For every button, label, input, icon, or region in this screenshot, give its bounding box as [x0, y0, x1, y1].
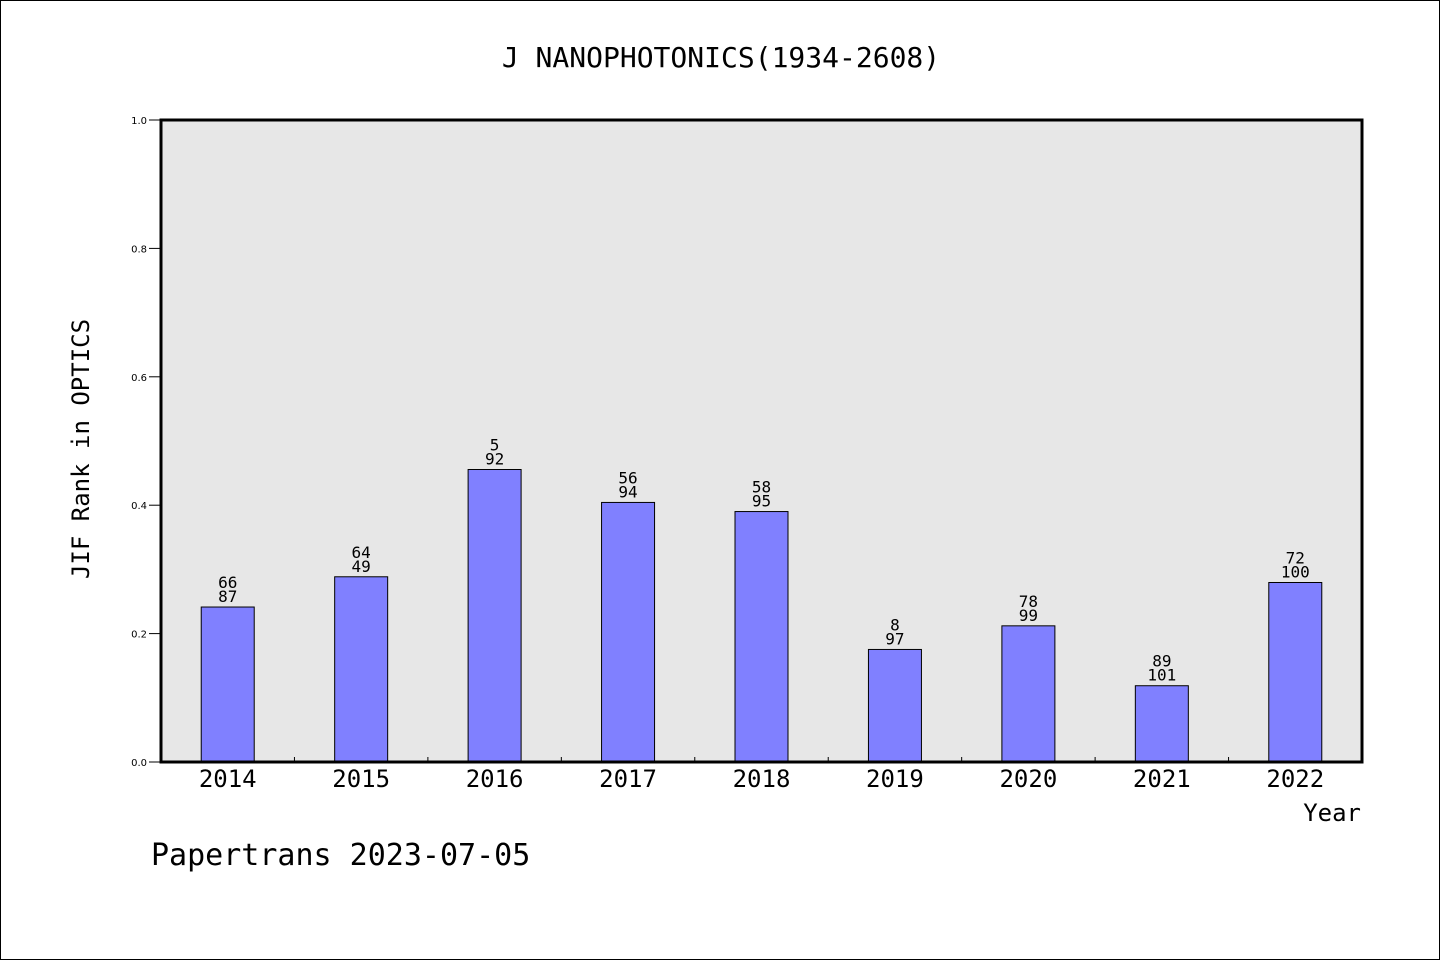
bar-2017 [601, 501, 656, 763]
y-tick-label: 0.0 [131, 758, 147, 769]
x-tick-label: 2022 [1266, 765, 1324, 793]
bar-label-bottom: 99 [1019, 606, 1038, 625]
bar-label-top: 5 [490, 436, 500, 455]
bar-label-bottom: 100 [1281, 562, 1310, 581]
footer-watermark: Papertrans 2023-07-05 [151, 838, 530, 873]
plot-border [159, 118, 1364, 764]
bar-2015 [334, 576, 389, 763]
x-tick-label: 2019 [866, 765, 924, 793]
bar-label-bottom: 92 [485, 450, 504, 469]
bar-label-top: 72 [1286, 548, 1305, 567]
bar-2018 [734, 511, 789, 763]
bar-label-bottom: 94 [618, 482, 637, 501]
bars-layer [200, 469, 1323, 763]
x-tick-label: 2014 [199, 765, 257, 793]
bar-label-top: 78 [1019, 592, 1038, 611]
bar-label-top: 89 [1152, 652, 1171, 671]
bar-2014 [200, 606, 255, 763]
bar-2020 [1001, 625, 1056, 763]
x-tick-label: 2017 [599, 765, 657, 793]
bar-label-bottom: 49 [352, 557, 371, 576]
bar-label-top: 64 [352, 543, 371, 562]
x-tick-label: 2016 [466, 765, 524, 793]
y-axis: 0.0 0.2 0.4 0.6 0.8 1.0 [131, 116, 161, 769]
y-tick-label: 0.6 [131, 373, 147, 384]
x-tick-label: 2021 [1133, 765, 1191, 793]
chart-title: J NANOPHOTONICS(1934-2608) [502, 41, 940, 74]
bar-2021 [1134, 685, 1189, 763]
bar-label-bottom: 97 [885, 629, 904, 648]
y-tick-label: 0.8 [131, 244, 147, 255]
y-axis-label: JIF Rank in OPTICS [67, 319, 95, 579]
bar-label-top: 66 [218, 573, 237, 592]
bar-2022 [1268, 581, 1323, 763]
x-tick-label: 2018 [733, 765, 791, 793]
bar-label-top: 58 [752, 478, 771, 497]
bar-label-bottom: 95 [752, 492, 771, 511]
bar-label-top: 8 [890, 615, 900, 634]
y-tick-label: 0.4 [131, 501, 147, 512]
x-tick-label: 2015 [332, 765, 390, 793]
x-axis: 2014 2015 2016 2017 2018 2019 2020 2021 2022 [199, 757, 1324, 793]
bar-label-bottom: 87 [218, 587, 237, 606]
y-tick-label: 1.0 [131, 116, 147, 127]
bar-2016 [467, 469, 522, 763]
y-tick-label: 0.2 [131, 630, 147, 641]
bar-label-bottom: 101 [1147, 666, 1176, 685]
bar-label-top: 56 [618, 468, 637, 487]
x-axis-label: Year [1303, 799, 1361, 827]
x-tick-label: 2020 [999, 765, 1057, 793]
bar-2019 [867, 648, 922, 763]
